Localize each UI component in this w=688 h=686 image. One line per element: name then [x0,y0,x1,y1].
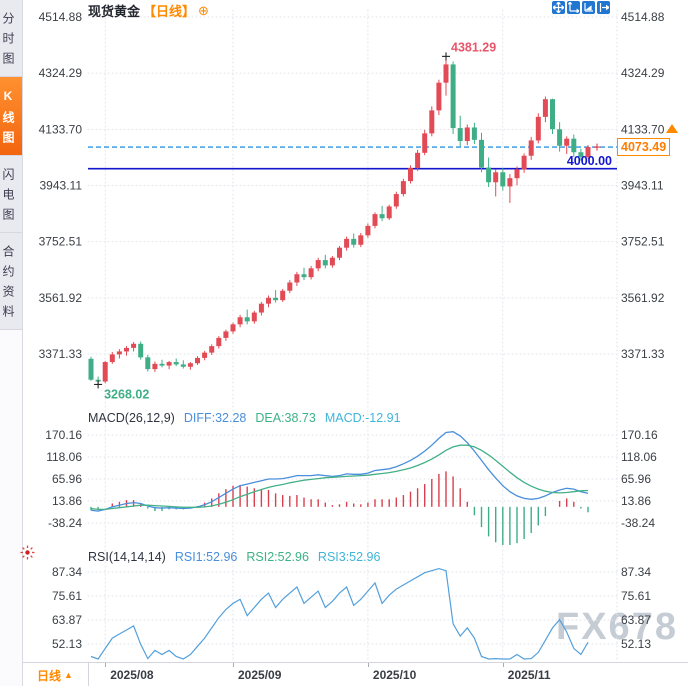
x-axis-tick [502,663,504,667]
svg-text:170.16: 170.16 [45,428,82,442]
svg-text:3752.51: 3752.51 [39,235,83,249]
price-annotations: 4381.29 3268.02 [104,40,496,401]
auto-scale-icon[interactable] [582,1,595,14]
svg-text:52.13: 52.13 [621,637,651,651]
x-axis-tick [233,663,234,667]
x-axis-tick [105,663,107,667]
rsi2-value: RSI2:52.96 [246,550,309,564]
svg-text:4514.88: 4514.88 [621,10,665,24]
svg-text:4381.29: 4381.29 [451,40,496,54]
svg-text:4324.29: 4324.29 [39,66,83,80]
x-axis-label: 2025/10 [372,668,417,682]
add-indicator-icon[interactable]: ⊕ [198,3,209,18]
svg-text:87.34: 87.34 [52,565,82,579]
axis-labels: 4514.88 4514.88 4324.29 4324.29 4133.70 4133.… [39,10,665,651]
macd-dea-value: DEA:38.73 [255,411,316,425]
svg-text:118.06: 118.06 [46,450,82,464]
page-title: 现货黄金 [88,4,141,19]
gridlines [87,9,618,661]
chart-header: 现货黄金 【日线】 ⊕ [88,1,209,20]
chevron-up-icon: ▲ [64,670,73,680]
svg-text:3561.92: 3561.92 [621,291,665,305]
svg-text:3268.02: 3268.02 [104,387,149,401]
current-price-badge: 4073.49 [617,138,671,156]
scroll-to-latest-icon[interactable] [666,124,678,133]
macd-diff-value: DIFF:32.28 [183,411,247,425]
macd-header: MACD(26,12,9) DIFF:32.28 DEA:38.73 MACD:… [88,411,401,425]
time-axis-bar: 日线 ▲ 2025/08 2025/09 2025/10 2025/11 [0,662,688,686]
svg-text:-38.24: -38.24 [621,516,655,530]
svg-text:65.96: 65.96 [52,472,82,486]
period-tag[interactable]: 【日线】 [143,4,196,19]
pan-crosshair-icon[interactable] [552,1,565,14]
svg-text:3561.92: 3561.92 [39,291,83,305]
rsi-title: RSI(14,14,14) [88,550,166,564]
level-line-label: 4000.00 [566,154,612,168]
svg-text:3943.11: 3943.11 [621,178,664,192]
svg-text:75.61: 75.61 [621,589,651,603]
svg-text:75.61: 75.61 [52,589,82,603]
macd-histogram [90,471,589,545]
watermark: FX678 [556,606,678,648]
x-axis-label: 2025/08 [110,668,154,682]
svg-text:3371.33: 3371.33 [39,347,83,361]
svg-text:4514.88: 4514.88 [39,10,83,24]
sidebar-tab-contract-info[interactable]: 合约资料 [0,233,22,330]
sidebar-tab-kline[interactable]: K线图 [0,77,22,156]
live-flash-icon [20,545,35,565]
macd-title: MACD(26,12,9) [88,411,175,425]
chart-type-sidebar: 分时图 K线图 闪电图 合约资料 [0,0,23,686]
svg-text:170.16: 170.16 [621,428,658,442]
snap-latest-icon[interactable] [597,1,610,14]
macd-diff-line [90,431,589,512]
x-axis-label: 2025/11 [507,668,551,682]
sidebar-tab-lightning[interactable]: 闪电图 [0,156,22,233]
macd-value: MACD:-12.91 [324,411,401,425]
rsi3-value: RSI3:52.96 [317,550,381,564]
chart-toolbar [552,1,610,14]
period-selector-label: 日线 [37,668,62,683]
svg-text:118.06: 118.06 [621,450,657,464]
svg-text:52.13: 52.13 [52,637,82,651]
svg-text:4324.29: 4324.29 [621,66,665,80]
rsi-line [90,567,589,660]
svg-text:65.96: 65.96 [621,472,651,486]
x-axis-label: 2025/09 [238,668,282,682]
svg-text:63.87: 63.87 [621,613,651,627]
svg-text:4133.70: 4133.70 [39,122,83,136]
fit-scale-icon[interactable] [567,1,580,14]
svg-text:87.34: 87.34 [621,565,651,579]
rsi-header: RSI(14,14,14) RSI1:52.96 RSI2:52.96 RSI3… [88,550,380,564]
svg-text:13.86: 13.86 [52,494,82,508]
candlestick-series [88,56,591,385]
period-selector[interactable]: 日线 ▲ [22,663,89,686]
svg-text:63.87: 63.87 [52,613,82,627]
sidebar-tab-timeshare[interactable]: 分时图 [0,0,22,77]
svg-text:4133.70: 4133.70 [621,122,665,136]
svg-text:-38.24: -38.24 [48,516,82,530]
svg-text:3371.33: 3371.33 [621,347,665,361]
svg-text:3943.11: 3943.11 [40,178,83,192]
macd-dea-line [90,444,589,511]
rsi1-value: RSI1:52.96 [174,550,238,564]
svg-text:13.86: 13.86 [621,494,651,508]
x-axis-tick [367,663,369,667]
svg-text:3752.51: 3752.51 [621,235,665,249]
